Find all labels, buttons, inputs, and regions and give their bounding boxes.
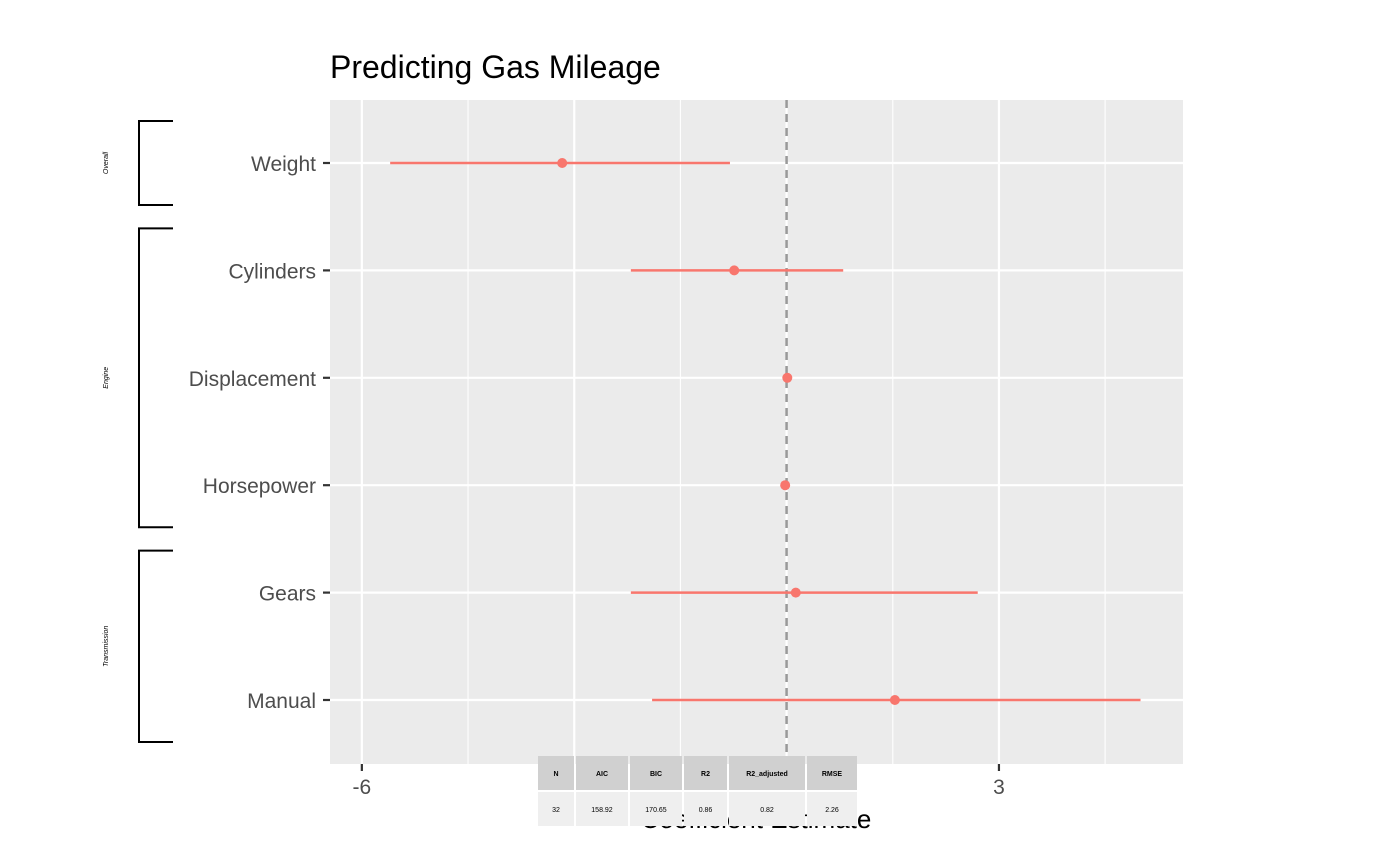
- table-value-rmse: 2.26: [825, 807, 839, 814]
- table-value-cell: [729, 792, 805, 826]
- table-value-cell: [684, 792, 727, 826]
- table-header-aic: AIC: [596, 771, 608, 778]
- group-label-overall: Overall: [103, 151, 110, 174]
- table-header-n: N: [553, 771, 558, 778]
- table-header-cell: [684, 756, 727, 790]
- group-label-transmission: Transmission: [103, 626, 110, 667]
- group-bracket-engine: [138, 227, 173, 529]
- table-header-cell: [807, 756, 857, 790]
- table-value-bic: 170.65: [645, 807, 667, 814]
- estimate-point-cylinders: [729, 265, 740, 276]
- table-header-cell: [538, 756, 574, 790]
- estimate-point-horsepower: [780, 480, 791, 491]
- table-value-r2: 0.86: [699, 807, 713, 814]
- y-tick-label-gears: Gears: [259, 583, 316, 606]
- table-header-bic: BIC: [650, 771, 662, 778]
- table-value-n: 32: [552, 807, 560, 814]
- y-tick-label-cylinders: Cylinders: [228, 260, 316, 283]
- estimate-point-weight: [557, 158, 568, 168]
- table-header-cell: [729, 756, 805, 790]
- table-header-cell: [630, 756, 682, 790]
- x-axis: -6 3: [353, 764, 1005, 799]
- y-tick-label-horsepower: Horsepower: [203, 475, 316, 498]
- table-value-cell: [538, 792, 574, 826]
- table-value-cell: [630, 792, 682, 826]
- table-value-cell: [576, 792, 628, 826]
- y-tick-label-weight: Weight: [251, 153, 316, 176]
- x-tick-label--6: -6: [353, 776, 372, 799]
- group-bracket-transmission: [138, 549, 173, 743]
- y-axis: Weight Cylinders Displacement Horsepower Gea…: [189, 153, 330, 713]
- table-value-cell: [807, 792, 857, 826]
- table-header-rmse: RMSE: [822, 771, 843, 778]
- group-bracket-overall: [138, 120, 173, 206]
- stats-table: N 32 AIC 158.92 BIC 170.65 R2 0.86 R2_adjusted 0.…: [538, 756, 857, 826]
- table-header-r2_adjusted: R2_adjusted: [746, 771, 788, 778]
- plot-panel: [330, 100, 1183, 764]
- x-tick-label-3: 3: [993, 776, 1005, 799]
- estimate-point-manual: [889, 695, 900, 705]
- estimate-point-gears: [790, 587, 801, 598]
- chart-title: Predicting Gas Mileage: [330, 49, 661, 85]
- marks-layer: [390, 158, 1141, 705]
- estimate-point-displacement: [782, 372, 793, 383]
- group-label-engine: Engine: [103, 367, 110, 389]
- table-value-aic: 158.92: [591, 807, 613, 814]
- table-header-r2: R2: [701, 771, 710, 778]
- table-header-cell: [576, 756, 628, 790]
- y-tick-label-displacement: Displacement: [189, 368, 316, 391]
- group-brackets: Overall Engine Transmission: [103, 120, 173, 743]
- table-value-r2_adjusted: 0.82: [760, 807, 774, 814]
- y-tick-label-manual: Manual: [247, 690, 316, 713]
